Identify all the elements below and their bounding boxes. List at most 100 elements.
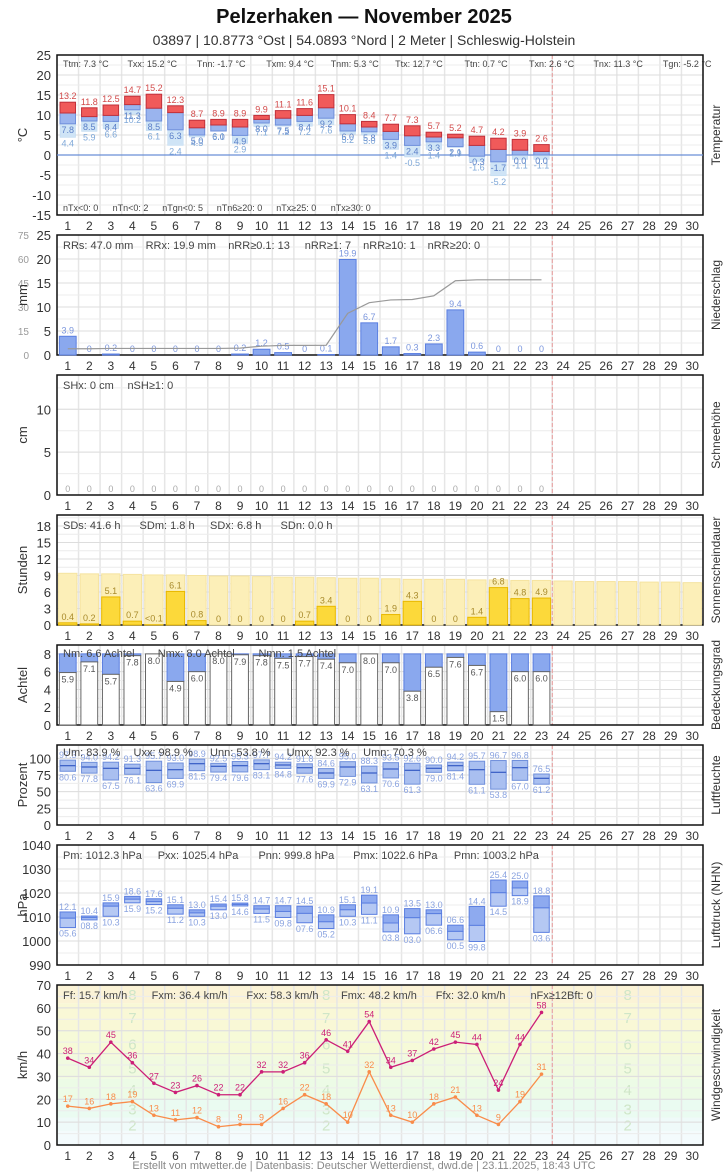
stat-label: Pxx: 1025.4 hPa <box>158 850 240 862</box>
tmax-label: 2.6 <box>535 134 548 144</box>
humidity-min-label: 61.1 <box>468 785 486 795</box>
y-tick-label: 10 <box>37 402 51 417</box>
y-axis-label: °C <box>15 128 30 143</box>
y-tick-label: 5 <box>44 128 51 143</box>
stat-label: SDx: 6.8 h <box>210 520 261 532</box>
stat-label: Unn: 53.8 % <box>210 747 271 759</box>
x-tick-label: 14 <box>341 1149 355 1163</box>
x-tick-label: 9 <box>237 1149 244 1163</box>
stat-label: Nmx: 8.0 Achtel <box>158 648 235 660</box>
x-tick-label: 13 <box>319 219 333 233</box>
pressure-min-label: 03.0 <box>404 935 422 945</box>
panel-title: Luftfeuchte <box>709 755 723 815</box>
humidity-min-label: 69.9 <box>167 779 185 789</box>
y-tick-label: 25 <box>37 801 51 816</box>
humidity-max-label: 91.8 <box>296 754 314 764</box>
tmin-label: 6.0 <box>341 132 354 142</box>
y-tick-label: 1010 <box>22 910 51 925</box>
x-tick-label: 1 <box>64 499 71 513</box>
pressure-min-label: 09.8 <box>274 918 292 928</box>
wind-value-label: 10 <box>407 1110 417 1120</box>
y2-tick-label: 0 <box>23 351 29 362</box>
snow-label: 0 <box>194 484 199 494</box>
sunshine-label: 0 <box>281 614 286 624</box>
sunshine-label: 0.7 <box>298 610 311 620</box>
precip-label: 0 <box>539 344 544 354</box>
x-tick-label: 23 <box>535 359 549 373</box>
x-tick-label: 28 <box>642 829 656 843</box>
tground-label: 10.2 <box>124 115 142 125</box>
x-tick-label: 8 <box>215 969 222 983</box>
y-tick-label: 4 <box>44 682 51 697</box>
x-tick-label: 26 <box>599 1149 613 1163</box>
panel-title: Niederschlag <box>709 260 723 330</box>
tground-label: 4.5 <box>191 138 204 148</box>
beaufort-label: 2 <box>322 1117 330 1134</box>
wind-value-label: 41 <box>343 1039 353 1049</box>
tmin-label: 3.9 <box>385 140 398 150</box>
humidity-min-label: 79.4 <box>210 773 228 783</box>
snow-label: 0 <box>367 484 372 494</box>
tmin-label: 5.0 <box>191 136 204 146</box>
x-tick-label: 11 <box>277 219 290 233</box>
y-tick-label: 20 <box>37 1092 51 1107</box>
pressure-max-label: 17.6 <box>145 889 163 899</box>
x-tick-label: 5 <box>151 629 158 643</box>
humidity-min-label: 77.8 <box>81 774 99 784</box>
humidity-max-label: 76.5 <box>533 764 551 774</box>
x-tick-label: 24 <box>556 829 570 843</box>
beaufort-label: 7 <box>623 1010 631 1027</box>
wind-value-label: 12 <box>192 1106 202 1116</box>
pressure-max-label: 19.1 <box>360 885 378 895</box>
x-tick-label: 19 <box>449 1149 463 1163</box>
wind-value-label: 45 <box>450 1030 460 1040</box>
humidity-min-label: 53.8 <box>490 790 508 800</box>
tmax-label: 8.7 <box>191 109 204 119</box>
stat-label: Umn: 70.3 % <box>363 747 427 759</box>
wind-value-label: 32 <box>278 1060 288 1070</box>
x-tick-label: 19 <box>449 359 463 373</box>
tmin-label: 3.3 <box>428 143 441 153</box>
x-tick-label: 14 <box>341 969 355 983</box>
pressure-min-label: 03.8 <box>382 933 400 943</box>
panel-title: Bedeckungsgrad <box>709 640 723 730</box>
cloud-label: 8.0 <box>148 656 161 666</box>
x-tick-label: 13 <box>319 1149 333 1163</box>
pressure-min-label: 10.3 <box>339 917 357 927</box>
pressure-min-label: 11.1 <box>361 915 378 925</box>
x-tick-label: 15 <box>363 1149 377 1163</box>
humidity-max-label: 84.6 <box>317 759 335 769</box>
x-tick-label: 9 <box>237 969 244 983</box>
x-tick-label: 19 <box>449 829 463 843</box>
x-tick-label: 6 <box>172 1149 179 1163</box>
x-tick-label: 4 <box>129 1149 136 1163</box>
pressure-max-label: 06.6 <box>447 915 465 925</box>
tground-label: 6.6 <box>105 130 118 140</box>
x-tick-label: 8 <box>215 829 222 843</box>
pressure-max-label: 14.7 <box>274 896 292 906</box>
tmax-label: 4.2 <box>492 127 505 137</box>
y-tick-label: 50 <box>37 1024 51 1039</box>
x-tick-label: 19 <box>449 729 463 743</box>
x-tick-label: 4 <box>129 969 136 983</box>
wind-value-label: 22 <box>235 1083 245 1093</box>
wind-value-label: 19 <box>515 1090 525 1100</box>
humidity-min-label: 63.6 <box>145 784 163 794</box>
x-tick-label: 10 <box>255 219 269 233</box>
x-tick-label: 22 <box>513 969 527 983</box>
precip-label: 19.9 <box>339 248 357 258</box>
humidity-min-label: 67.0 <box>511 781 529 791</box>
tmax-label: 11.6 <box>296 98 313 108</box>
x-tick-label: 29 <box>664 829 678 843</box>
x-tick-label: 14 <box>341 629 355 643</box>
y-tick-label: 8 <box>44 647 51 662</box>
x-tick-label: 10 <box>255 499 269 513</box>
x-tick-label: 25 <box>578 629 592 643</box>
x-tick-label: 23 <box>535 829 549 843</box>
beaufort-label: 5 <box>623 1060 631 1077</box>
stat-label: Ffx: 32.0 km/h <box>436 990 506 1002</box>
y-tick-label: 100 <box>29 751 51 766</box>
y-axis-label: km/h <box>15 1051 30 1079</box>
wind-value-label: 32 <box>257 1060 267 1070</box>
